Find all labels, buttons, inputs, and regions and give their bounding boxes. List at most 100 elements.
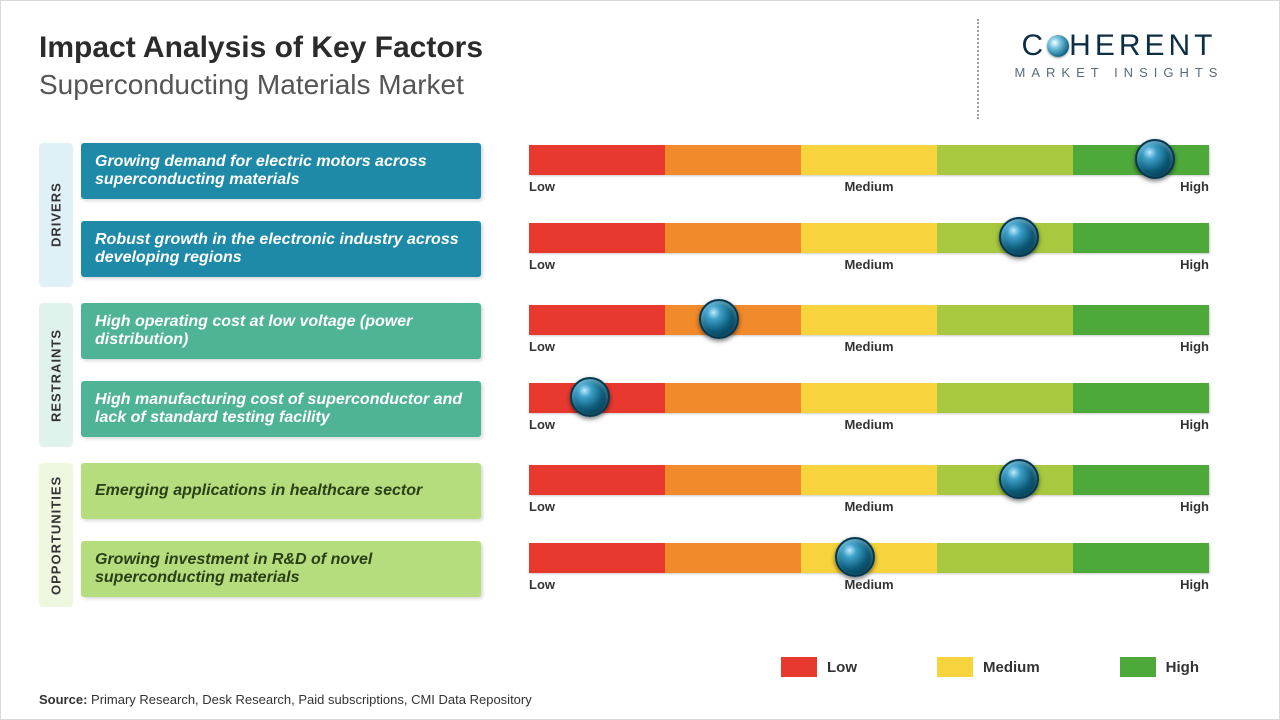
legend: Low Medium High xyxy=(781,657,1199,677)
bar-segment xyxy=(665,383,801,413)
source-label: Source: xyxy=(39,692,87,707)
factor-group: DRIVERSGrowing demand for electric motor… xyxy=(39,143,1243,287)
header-divider xyxy=(977,19,979,119)
legend-item: Medium xyxy=(937,657,1040,677)
group-rows: Emerging applications in healthcare sect… xyxy=(81,463,1243,607)
axis-low: Low xyxy=(529,257,555,272)
group-rows: High operating cost at low voltage (powe… xyxy=(81,303,1243,447)
bar-segment xyxy=(801,223,937,253)
axis-low: Low xyxy=(529,417,555,432)
bar-segment xyxy=(937,543,1073,573)
axis-high: High xyxy=(1180,257,1209,272)
group-vertical-label: RESTRAINTS xyxy=(39,303,73,447)
factor-group: RESTRAINTSHigh operating cost at low vol… xyxy=(39,303,1243,447)
bar-segment xyxy=(1073,465,1209,495)
legend-swatch xyxy=(937,657,973,677)
factor-row: Robust growth in the electronic industry… xyxy=(81,221,1243,287)
bar-segment xyxy=(937,305,1073,335)
bar-segment xyxy=(937,383,1073,413)
axis-low: Low xyxy=(529,179,555,194)
bar-segment xyxy=(665,465,801,495)
page-title-block: Impact Analysis of Key Factors Supercond… xyxy=(39,31,483,101)
globe-icon xyxy=(1047,35,1069,57)
impact-bar-area: LowMediumHigh xyxy=(529,541,1243,577)
impact-bar-area: LowMediumHigh xyxy=(529,143,1243,179)
axis-medium: Medium xyxy=(844,257,893,272)
bar-segment xyxy=(801,465,937,495)
legend-label: High xyxy=(1166,659,1199,676)
legend-item: Low xyxy=(781,657,857,677)
factor-label: Robust growth in the electronic industry… xyxy=(81,221,481,277)
impact-bar xyxy=(529,305,1209,335)
group-rows: Growing demand for electric motors acros… xyxy=(81,143,1243,287)
impact-marker xyxy=(699,299,739,339)
factor-group: OPPORTUNITIESEmerging applications in he… xyxy=(39,463,1243,607)
bar-segment xyxy=(665,145,801,175)
bar-segment xyxy=(529,305,665,335)
logo-subtitle: MARKET INSIGHTS xyxy=(989,65,1249,80)
bar-segment xyxy=(665,223,801,253)
impact-marker xyxy=(835,537,875,577)
bar-segment xyxy=(529,145,665,175)
factor-label: Emerging applications in healthcare sect… xyxy=(81,463,481,519)
bar-segment xyxy=(529,223,665,253)
factor-label: High operating cost at low voltage (powe… xyxy=(81,303,481,359)
source-line: Source: Primary Research, Desk Research,… xyxy=(39,692,532,707)
axis-high: High xyxy=(1180,417,1209,432)
impact-marker xyxy=(1135,139,1175,179)
legend-swatch xyxy=(781,657,817,677)
impact-bar-area: LowMediumHigh xyxy=(529,221,1243,257)
factor-row: Growing demand for electric motors acros… xyxy=(81,143,1243,209)
bar-segment xyxy=(1073,543,1209,573)
page-container: CHERENT MARKET INSIGHTS Impact Analysis … xyxy=(0,0,1280,720)
bar-segment xyxy=(1073,223,1209,253)
axis-high: High xyxy=(1180,179,1209,194)
legend-item: High xyxy=(1120,657,1199,677)
axis-low: Low xyxy=(529,499,555,514)
axis-high: High xyxy=(1180,339,1209,354)
impact-bar-area: LowMediumHigh xyxy=(529,381,1243,417)
bar-segment xyxy=(937,145,1073,175)
impact-marker xyxy=(570,377,610,417)
impact-marker xyxy=(999,459,1039,499)
impact-marker xyxy=(999,217,1039,257)
bar-segment xyxy=(801,145,937,175)
bar-segment xyxy=(1073,383,1209,413)
group-vertical-label: DRIVERS xyxy=(39,143,73,287)
legend-label: Low xyxy=(827,659,857,676)
factor-label: Growing demand for electric motors acros… xyxy=(81,143,481,199)
axis-medium: Medium xyxy=(844,499,893,514)
impact-bar-area: LowMediumHigh xyxy=(529,463,1243,499)
impact-bar xyxy=(529,383,1209,413)
page-title: Impact Analysis of Key Factors xyxy=(39,31,483,65)
axis-medium: Medium xyxy=(844,417,893,432)
source-text: Primary Research, Desk Research, Paid su… xyxy=(91,692,532,707)
axis-medium: Medium xyxy=(844,179,893,194)
page-subtitle: Superconducting Materials Market xyxy=(39,69,483,101)
bar-segment xyxy=(529,543,665,573)
axis-high: High xyxy=(1180,499,1209,514)
impact-bar-area: LowMediumHigh xyxy=(529,303,1243,339)
bar-segment xyxy=(1073,305,1209,335)
factor-row: Growing investment in R&D of novel super… xyxy=(81,541,1243,607)
impact-bar xyxy=(529,465,1209,495)
legend-swatch xyxy=(1120,657,1156,677)
bar-segment xyxy=(801,305,937,335)
factor-row: High manufacturing cost of superconducto… xyxy=(81,381,1243,447)
axis-low: Low xyxy=(529,339,555,354)
logo-pre: C xyxy=(1021,29,1047,62)
group-vertical-label: OPPORTUNITIES xyxy=(39,463,73,607)
factor-row: High operating cost at low voltage (powe… xyxy=(81,303,1243,369)
axis-low: Low xyxy=(529,577,555,592)
bar-segment xyxy=(529,465,665,495)
logo-main-text: CHERENT xyxy=(989,29,1249,63)
impact-grid: DRIVERSGrowing demand for electric motor… xyxy=(39,143,1243,623)
impact-bar xyxy=(529,145,1209,175)
impact-bar xyxy=(529,543,1209,573)
legend-label: Medium xyxy=(983,659,1040,676)
factor-label: Growing investment in R&D of novel super… xyxy=(81,541,481,597)
factor-row: Emerging applications in healthcare sect… xyxy=(81,463,1243,529)
bar-segment xyxy=(801,383,937,413)
axis-medium: Medium xyxy=(844,577,893,592)
impact-bar xyxy=(529,223,1209,253)
